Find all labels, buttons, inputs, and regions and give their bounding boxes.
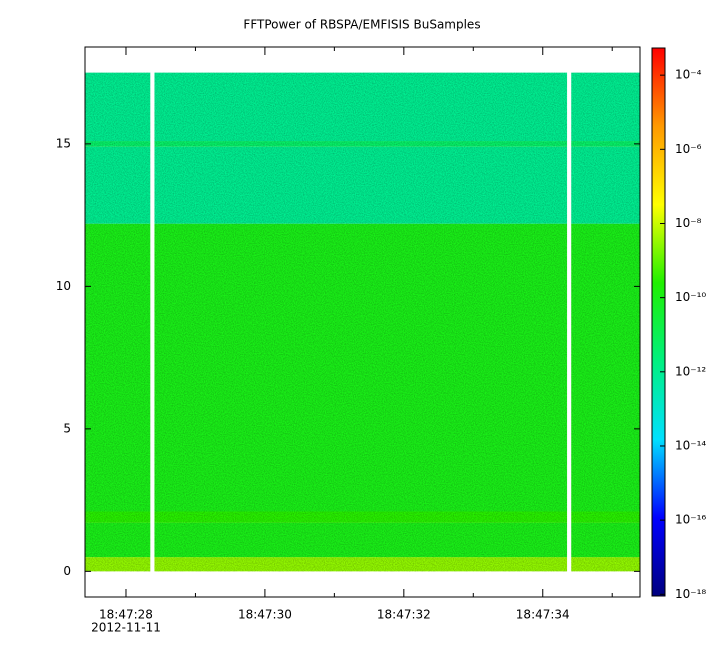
colorbar-tick-label: 10⁻⁶ — [675, 142, 702, 156]
data-gap — [150, 48, 155, 596]
y-tick-label: 15 — [56, 136, 71, 150]
y-tick-label: 10 — [56, 279, 71, 293]
colorbar-tick-label: 10⁻¹² — [675, 364, 706, 378]
data-gap — [567, 48, 572, 596]
noise-texture — [85, 72, 640, 572]
x-tick-label: 18:47:34 — [516, 608, 570, 622]
x-tick-label: 18:47:32 — [377, 608, 431, 622]
colorbar-tick-label: 10⁻¹⁸ — [675, 587, 706, 601]
x-tick-label: 18:47:28 — [99, 608, 153, 622]
x-tick-label: 18:47:30 — [238, 608, 292, 622]
colorbar-tick-label: 10⁻⁸ — [675, 216, 702, 230]
plot-frame — [84, 46, 641, 598]
y-tick-label: 0 — [63, 564, 71, 578]
colorbar — [651, 47, 666, 597]
x-date-label: 2012-11-11 — [91, 621, 161, 635]
colorbar-tick-label: 10⁻¹⁰ — [675, 290, 706, 304]
colorbar-tick-label: 10⁻⁴ — [675, 68, 702, 82]
chart-title: FFTPower of RBSPA/EMFISIS BuSamples — [243, 18, 480, 32]
colorbar-tick-label: 10⁻¹⁴ — [675, 438, 706, 452]
colorbar-tick-label: 10⁻¹⁶ — [675, 513, 706, 527]
y-tick-label: 5 — [63, 421, 71, 435]
